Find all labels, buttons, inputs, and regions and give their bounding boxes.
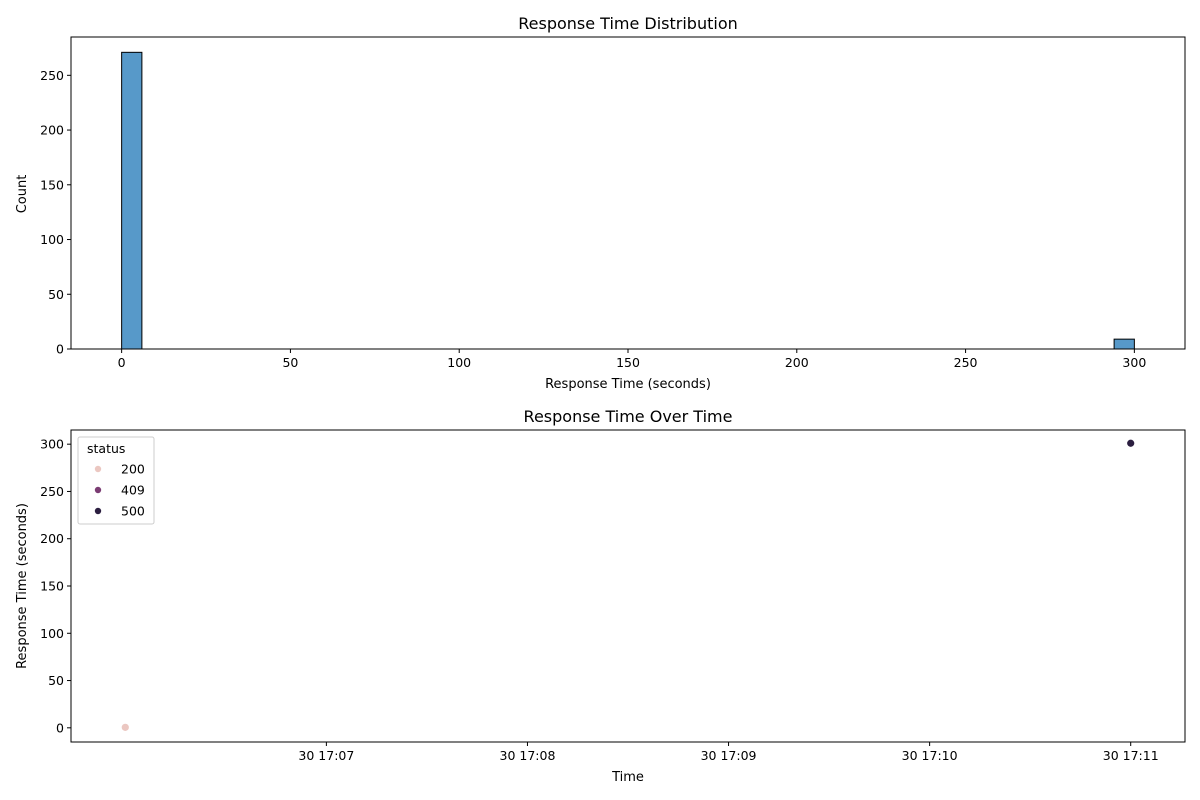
- scatter-x-axis-label: Time: [611, 770, 644, 785]
- legend-entry-409: 409: [94, 483, 145, 498]
- legend-title: status: [87, 441, 125, 456]
- legend-label: 500: [121, 504, 145, 519]
- scatter-chart: Response Time Over Time 30 17:07 30 17:08…: [15, 407, 1186, 785]
- histogram-y-axis-label: Count: [15, 175, 30, 214]
- y-tick-label: 50: [48, 287, 64, 302]
- y-tick-label: 150: [40, 579, 64, 594]
- legend-entries: 200 409 500: [94, 462, 145, 519]
- scatter-y-ticks: 0 50 100 150 200 250 300: [40, 437, 71, 735]
- scatter-plot-frame: [70, 429, 1186, 743]
- legend-label: 200: [121, 462, 145, 477]
- scatter-x-ticks: 30 17:07 30 17:08 30 17:09 30 17:10 30 17:11: [298, 742, 1159, 763]
- y-tick-label: 50: [48, 673, 64, 688]
- y-tick-label: 250: [40, 484, 64, 499]
- x-tick-label: 30 17:10: [902, 748, 958, 763]
- x-tick-label: 200: [785, 355, 809, 370]
- scatter-point-status-200: [120, 722, 130, 732]
- y-tick-label: 0: [56, 720, 64, 735]
- histogram-y-ticks: 0 50 100 150 200 250: [40, 68, 71, 357]
- legend-entry-500: 500: [94, 504, 145, 519]
- legend-entry-200: 200: [94, 462, 145, 477]
- legend-marker: [94, 465, 102, 473]
- scatter-points: [120, 438, 1136, 732]
- scatter-title: Response Time Over Time: [524, 407, 733, 426]
- legend-marker: [94, 507, 102, 515]
- x-tick-label: 250: [954, 355, 978, 370]
- histogram-x-axis-label: Response Time (seconds): [545, 377, 711, 392]
- x-tick-label: 150: [616, 355, 640, 370]
- x-tick-label: 30 17:08: [500, 748, 556, 763]
- histogram-bar: [121, 51, 143, 350]
- legend-marker: [94, 486, 102, 494]
- y-tick-label: 300: [40, 437, 64, 452]
- x-tick-label: 50: [282, 355, 298, 370]
- legend-label: 409: [121, 483, 145, 498]
- histogram-chart: Response Time Distribution 0 50 100 150 200 2…: [15, 14, 1186, 392]
- x-tick-label: 30 17:09: [701, 748, 757, 763]
- y-tick-label: 150: [40, 177, 64, 192]
- scatter-y-axis-label: Response Time (seconds): [15, 503, 30, 669]
- y-tick-label: 250: [40, 68, 64, 83]
- scatter-point-status-500: [1126, 438, 1136, 448]
- x-tick-label: 0: [118, 355, 126, 370]
- histogram-plot-frame: [70, 36, 1186, 350]
- histogram-bars: [121, 51, 1135, 350]
- x-tick-label: 300: [1122, 355, 1146, 370]
- y-tick-label: 100: [40, 626, 64, 641]
- y-tick-label: 100: [40, 232, 64, 247]
- histogram-x-ticks: 0 50 100 150 200 250 300: [118, 349, 1146, 370]
- x-tick-label: 100: [447, 355, 471, 370]
- x-tick-label: 30 17:11: [1103, 748, 1159, 763]
- x-tick-label: 30 17:07: [298, 748, 354, 763]
- legend-box: [77, 436, 155, 525]
- y-tick-label: 200: [40, 123, 64, 138]
- histogram-bar: [1113, 338, 1135, 350]
- histogram-title: Response Time Distribution: [518, 14, 738, 33]
- y-tick-label: 200: [40, 531, 64, 546]
- y-tick-label: 0: [56, 342, 64, 357]
- scatter-legend: status 200 409 500: [77, 436, 155, 525]
